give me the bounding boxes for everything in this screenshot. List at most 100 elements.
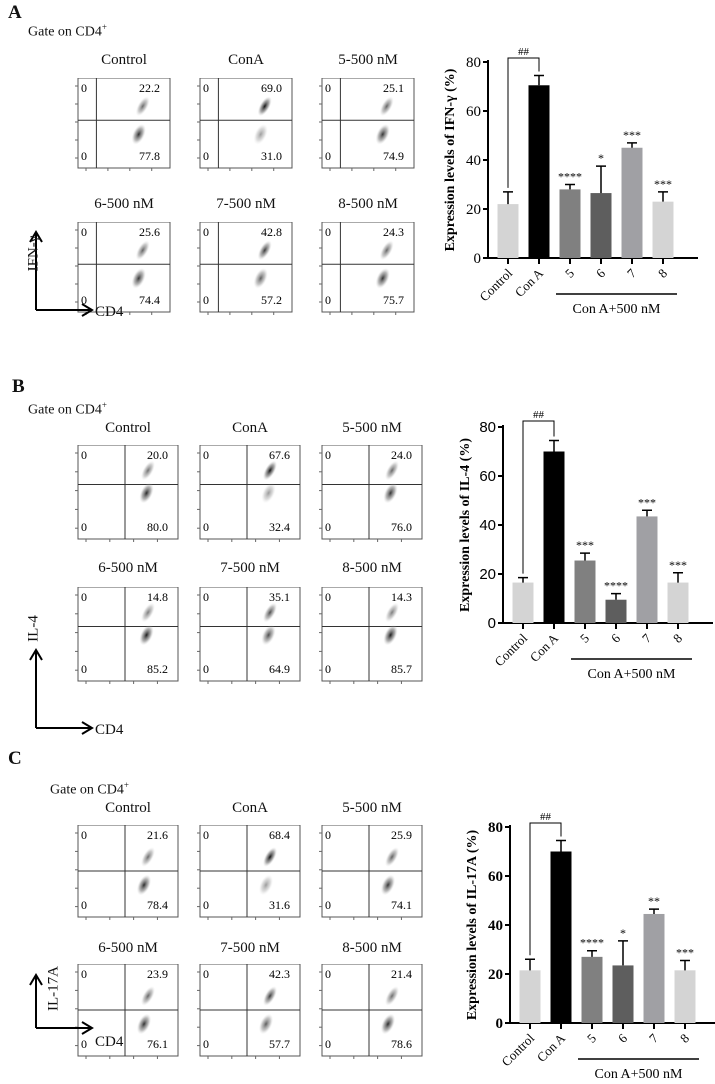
quadrant-ul-value: 0 — [325, 448, 331, 462]
x-arrow-icon — [36, 721, 94, 735]
quadrant-ur-value: 25.9 — [391, 828, 412, 842]
quadrant-ul-value: 0 — [325, 967, 331, 981]
quadrant-ll-value: 0 — [81, 293, 87, 307]
flow-plot-title: ConA — [228, 52, 264, 68]
quadrant-lr-value: 77.8 — [139, 149, 160, 163]
comparison-bracket — [529, 822, 562, 956]
significance-marker: * — [598, 151, 604, 165]
significance-marker: *** — [669, 558, 687, 572]
x-tick-label: Control — [491, 630, 530, 669]
quadrant-lr-value: 32.4 — [269, 520, 290, 534]
x-axis-marker-label: CD4 — [95, 1034, 124, 1050]
plot-frame — [321, 222, 415, 313]
quadrant-ul-value: 0 — [203, 81, 209, 95]
cell-population-upper — [385, 460, 399, 481]
quadrant-ur-value: 42.8 — [261, 225, 282, 239]
bar — [528, 85, 550, 259]
group-label: Con A+500 nM — [572, 302, 661, 317]
quadrant-ur-value: 14.8 — [147, 590, 168, 604]
quadrant-ul-value: 0 — [203, 967, 209, 981]
quadrant-ul-value: 0 — [81, 225, 87, 239]
quadrant-ll-value: 0 — [325, 898, 331, 912]
y-arrow-icon — [29, 230, 43, 310]
flow-plot-title: 7-500 nM — [220, 940, 280, 956]
bar — [612, 965, 634, 1023]
quadrant-lr-value: 76.1 — [147, 1037, 168, 1051]
quadrant-ur-value: 24.0 — [391, 448, 412, 462]
plot-frame — [77, 78, 171, 169]
flow-plot: 0 25.9 0 74.1 — [319, 825, 423, 920]
error-bar — [525, 958, 535, 971]
flow-plot-title: 5-500 nM — [342, 800, 402, 816]
y-tick-label: 0 — [496, 1016, 504, 1032]
x-tick-label: 5 — [577, 631, 592, 646]
flow-plot: 0 24.0 0 76.0 — [319, 445, 423, 542]
error-bar — [642, 509, 652, 517]
flow-plot: 0 42.8 0 57.2 — [197, 222, 293, 315]
error-bar — [518, 576, 528, 583]
error-bar — [658, 191, 668, 202]
error-bar — [556, 839, 566, 852]
gate-text: Gate on CD4 — [50, 782, 124, 798]
gate-sup: + — [101, 400, 107, 410]
quadrant-ul-value: 0 — [325, 828, 331, 842]
plot-frame — [77, 222, 171, 313]
x-axis-marker-label: CD4 — [95, 304, 124, 320]
gate-text: Gate on CD4 — [28, 24, 102, 40]
axis-arrows — [29, 648, 94, 735]
y-tick-label: 40 — [488, 918, 503, 934]
x-tick-label: 8 — [655, 266, 670, 281]
plot-frame — [321, 78, 415, 169]
quadrant-ll-value: 0 — [203, 898, 209, 912]
y-tick-label: 20 — [488, 967, 503, 983]
x-tick-label: 6 — [593, 265, 609, 281]
flow-plot: 0 14.8 0 85.2 — [75, 587, 179, 684]
plot-frame — [199, 445, 301, 540]
flow-plot: 0 23.9 0 76.1 — [75, 964, 179, 1059]
error-bar — [565, 183, 575, 190]
cell-population-lower — [253, 268, 268, 289]
flow-plot: 0 14.3 0 85.7 — [319, 587, 423, 684]
quadrant-ur-value: 42.3 — [269, 967, 290, 981]
bar-chart: Expression levels of IFN-γ (%) 0 20 40 60 80 C… — [443, 46, 698, 317]
comparison-bracket — [522, 420, 555, 574]
comparison-marker: ## — [518, 46, 530, 58]
cell-population-lower — [139, 624, 154, 646]
flow-plot-title: 8-500 nM — [342, 560, 402, 576]
flow-plot: 0 25.1 0 74.9 — [319, 78, 415, 171]
quadrant-ll-value: 0 — [325, 1037, 331, 1051]
y-tick-label: 40 — [479, 517, 496, 534]
gate-label: Gate on CD4+ — [28, 22, 107, 41]
comparison-marker: ## — [540, 811, 552, 823]
significance-marker: *** — [576, 538, 594, 552]
error-bar — [503, 191, 513, 205]
significance-marker: * — [620, 926, 626, 940]
cell-population-upper — [385, 986, 399, 1006]
quadrant-ur-value: 22.2 — [139, 81, 160, 95]
axis-arrows — [29, 230, 94, 317]
flow-plot: 0 22.2 0 77.8 — [75, 78, 171, 171]
cell-population-upper — [385, 602, 399, 623]
y-tick-label: 60 — [479, 468, 496, 485]
flow-plot-title: 5-500 nM — [338, 52, 398, 68]
cell-population-lower — [131, 268, 146, 289]
quadrant-lr-value: 31.6 — [269, 898, 290, 912]
cell-population-upper — [379, 96, 394, 117]
quadrant-lr-value: 64.9 — [269, 662, 290, 676]
x-arrow-icon — [36, 303, 94, 317]
cell-population-upper — [257, 96, 272, 117]
significance-marker: **** — [604, 579, 628, 593]
error-bar — [596, 165, 606, 194]
flow-plot-title: Control — [105, 420, 151, 436]
quadrant-ul-value: 0 — [325, 81, 331, 95]
x-arrow-icon — [36, 1021, 94, 1035]
x-tick-label: 6 — [615, 1030, 631, 1046]
quadrant-ll-value: 0 — [81, 149, 87, 163]
flow-plot-title: 6-500 nM — [98, 940, 158, 956]
flow-plot: 0 35.1 0 64.9 — [197, 587, 301, 684]
gate-label: Gate on CD4+ — [28, 400, 107, 419]
quadrant-ul-value: 0 — [81, 81, 87, 95]
quadrant-ul-value: 0 — [81, 448, 87, 462]
flow-plot: 0 67.6 0 32.4 — [197, 445, 301, 542]
quadrant-lr-value: 75.7 — [383, 293, 404, 307]
